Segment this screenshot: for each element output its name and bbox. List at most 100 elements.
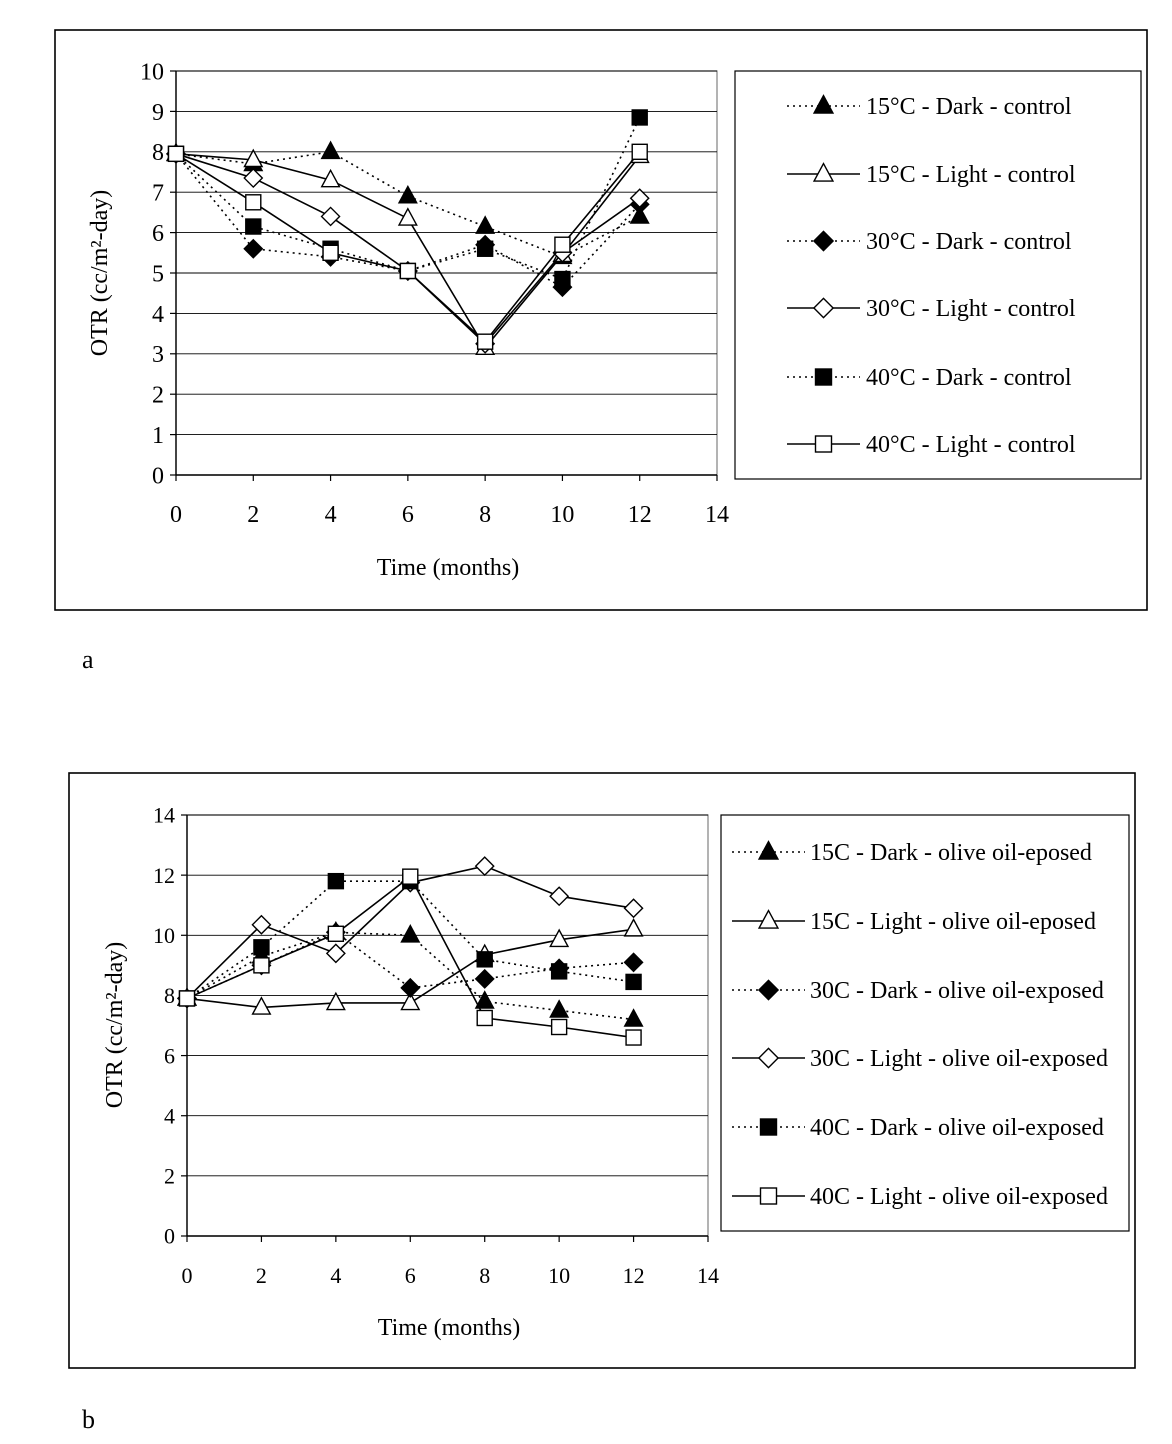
chart-a-legend-entry: 40°C - Light - control [866,432,1076,458]
chart-b-x-tick-label: 12 [623,1263,645,1288]
chart-b-data-point [550,1018,568,1036]
chart-b-x-tick-label: 0 [182,1263,193,1288]
chart-a-legend-marker [812,162,835,182]
chart-b-y-axis-label: OTR (cc/m²-day) [102,942,128,1108]
chart-a-data-point [245,194,262,211]
chart-a-y-tick-label: 5 [152,261,164,287]
chart-a-data-point [320,168,341,188]
chart-a-data-point [629,205,650,224]
chart-a-series-6 [167,143,648,350]
chart-a-legend-marker [812,230,835,252]
chart-b-y-tick-label: 2 [164,1164,175,1189]
chart-b-legend-entry: 30C - Dark - olive oil-exposed [810,978,1104,1004]
chart-a-data-point [476,333,494,350]
chart-b-data-point [623,1008,644,1027]
chart-a-data-point [476,240,494,257]
chart-b: 0 2 4 6 8 10 12 14 0 2 4 6 8 10 12 14 Time (months) OTR (… [68,772,1136,1369]
chart-b-legend [720,814,1130,1232]
chart-a-data-point [243,168,264,189]
chart-a-y-axis-label: OTR (cc/m²-day) [87,190,113,356]
chart-b-x-tick-label: 4 [330,1263,341,1288]
chart-a-legend [734,70,1142,480]
chart-a-data-point [243,238,264,259]
chart-a-y-tick-label: 10 [140,59,164,85]
chart-a-x-tick-label: 0 [170,502,182,528]
chart-a-legend-entry: 40°C - Dark - control [866,365,1072,391]
chart-a-data-point [322,244,339,262]
chart-b-legend-marker [757,979,780,1001]
chart-b-data-point [623,918,644,937]
chart-b-data-point [549,928,570,948]
chart-a-y-tick-label: 0 [152,463,164,489]
chart-a-data-point [399,262,417,280]
chart-a-y-tick-label: 8 [152,140,164,166]
chart-b-y-tick-label: 12 [153,863,175,888]
chart-b-y-tick-label: 6 [164,1043,175,1068]
chart-b-x-axis-label: Time (months) [378,1315,520,1341]
chart-a-x-tick-label: 2 [247,502,259,528]
chart-b-data-point [402,868,419,885]
chart-b-legend-entry: 30C - Light - olive oil-exposed [810,1046,1108,1072]
chart-b-data-point [251,996,272,1015]
chart-a-data-point [631,109,648,126]
chart-a-data-point [397,207,418,226]
chart-a-data-point [320,140,341,160]
chart-a-y-tick-label: 6 [152,221,164,247]
chart-b-y-tick-label: 10 [153,923,175,948]
chart-a-legend-entry: 15°C - Dark - control [866,94,1072,120]
chart-b-data-point [400,924,421,943]
chart-a-data-point [554,236,571,253]
chart-b-y-tick-label: 4 [164,1103,175,1128]
chart-a-x-tick-label: 14 [705,502,729,528]
chart-b-legend-marker [757,909,780,929]
chart-a-data-point [397,185,418,204]
chart-b-data-point [178,990,196,1007]
chart-b-data-point [623,898,644,919]
chart-a-legend-marker [812,94,835,114]
chart-a-data-point [475,215,496,234]
chart-b-data-point [625,973,642,991]
chart-b-data-point [325,943,346,964]
chart-b-legend-entry: 40C - Dark - olive oil-exposed [810,1115,1104,1141]
chart-a-legend-entry: 30°C - Light - control [866,296,1076,322]
chart-a-series-1 [165,140,650,265]
chart-b-legend-marker [757,840,780,860]
chart-b-data-point [549,999,570,1018]
chart-b-data-point [474,856,495,877]
chart-b-data-point [550,963,568,980]
chart-b-y-tick-label: 0 [164,1224,175,1249]
chart-a-data-point [631,143,648,161]
chart-b-x-tick-label: 6 [405,1263,416,1288]
chart-b-data-point [623,952,644,973]
panel-label-b: b [82,1405,95,1434]
chart-a-data-point [167,145,185,163]
chart-b-data-point [251,914,272,935]
chart-a-x-tick-label: 6 [402,502,414,528]
chart-b-data-point [474,990,495,1009]
chart-a-data-point [554,270,571,288]
chart-b-data-point [327,925,345,942]
chart-b-x-tick-label: 14 [697,1263,719,1288]
chart-b-y-tick-label: 8 [164,983,175,1008]
chart-b-data-point [253,939,270,956]
chart-b-data-point [476,1009,493,1027]
chart-a-frame [54,29,1148,611]
chart-b-x-tick-label: 2 [256,1263,267,1288]
chart-a-x-axis-label: Time (months) [377,555,519,581]
chart-b-data-point [400,991,421,1011]
chart-b-data-point [400,977,421,998]
chart-b-data-point [549,886,570,907]
chart-a-y-tick-label: 9 [152,100,164,126]
chart-a-y-tick-label: 3 [152,342,164,368]
chart-a-legend-marker [814,368,833,386]
chart-b-data-point [625,1029,642,1046]
chart-a-x-tick-label: 4 [325,502,337,528]
chart-b-y-tick-label: 14 [153,803,175,828]
chart-a-legend-marker [814,435,833,453]
chart-b-data-point [325,991,346,1011]
chart-b-legend-entry: 15C - Light - olive oil-eposed [810,909,1096,935]
chart-b-legend-entry: 40C - Light - olive oil-exposed [810,1184,1108,1210]
chart-b-legend-marker [759,1187,778,1205]
chart-b-legend-marker [757,1047,780,1069]
